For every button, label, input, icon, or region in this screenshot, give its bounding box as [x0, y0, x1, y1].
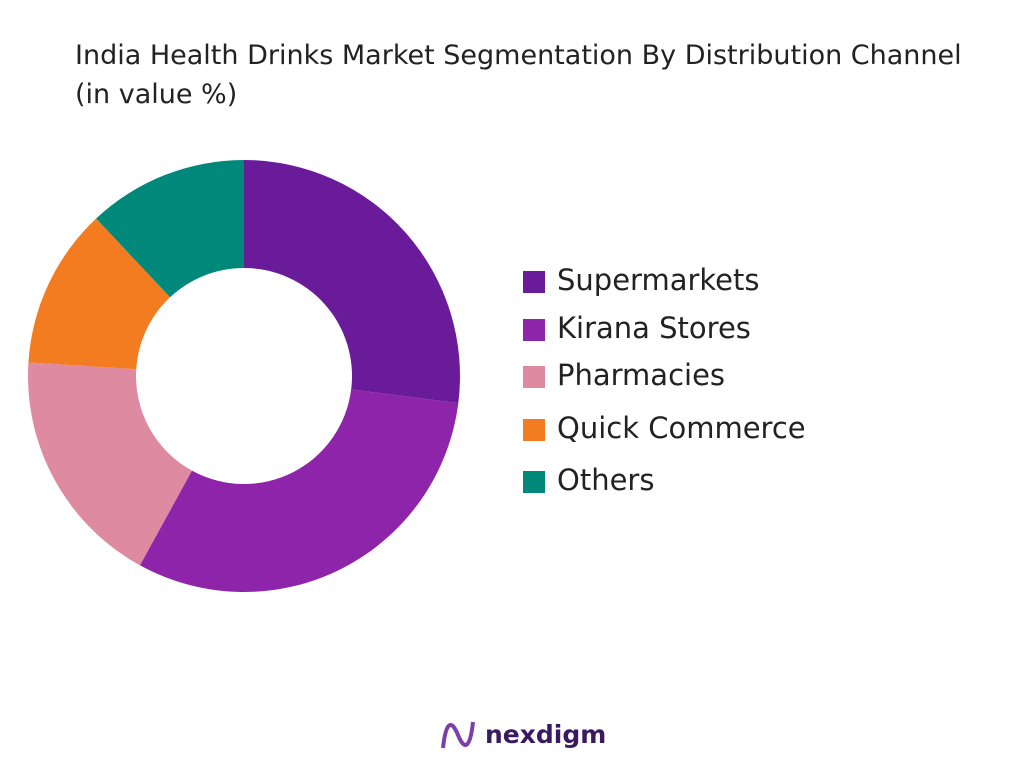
legend-swatch — [523, 419, 545, 441]
donut-slice — [139, 389, 459, 592]
logo: nexdigm — [441, 720, 606, 749]
legend-swatch — [523, 471, 545, 493]
legend-swatch — [523, 366, 545, 388]
legend-label: Others — [557, 463, 654, 497]
logo-text: nexdigm — [485, 720, 606, 749]
legend-label: Supermarkets — [557, 263, 759, 297]
legend-label: Quick Commerce — [557, 411, 806, 445]
chart-title: India Health Drinks Market Segmentation … — [75, 40, 962, 110]
legend-label: Pharmacies — [557, 358, 725, 392]
logo-icon — [441, 721, 475, 749]
donut-slice — [28, 218, 171, 370]
legend-swatch — [523, 271, 545, 293]
donut-slice — [96, 160, 245, 298]
legend-label: Kirana Stores — [557, 311, 751, 345]
donut-slice — [244, 160, 461, 404]
legend-swatch — [523, 319, 545, 341]
donut-slice — [27, 362, 192, 566]
